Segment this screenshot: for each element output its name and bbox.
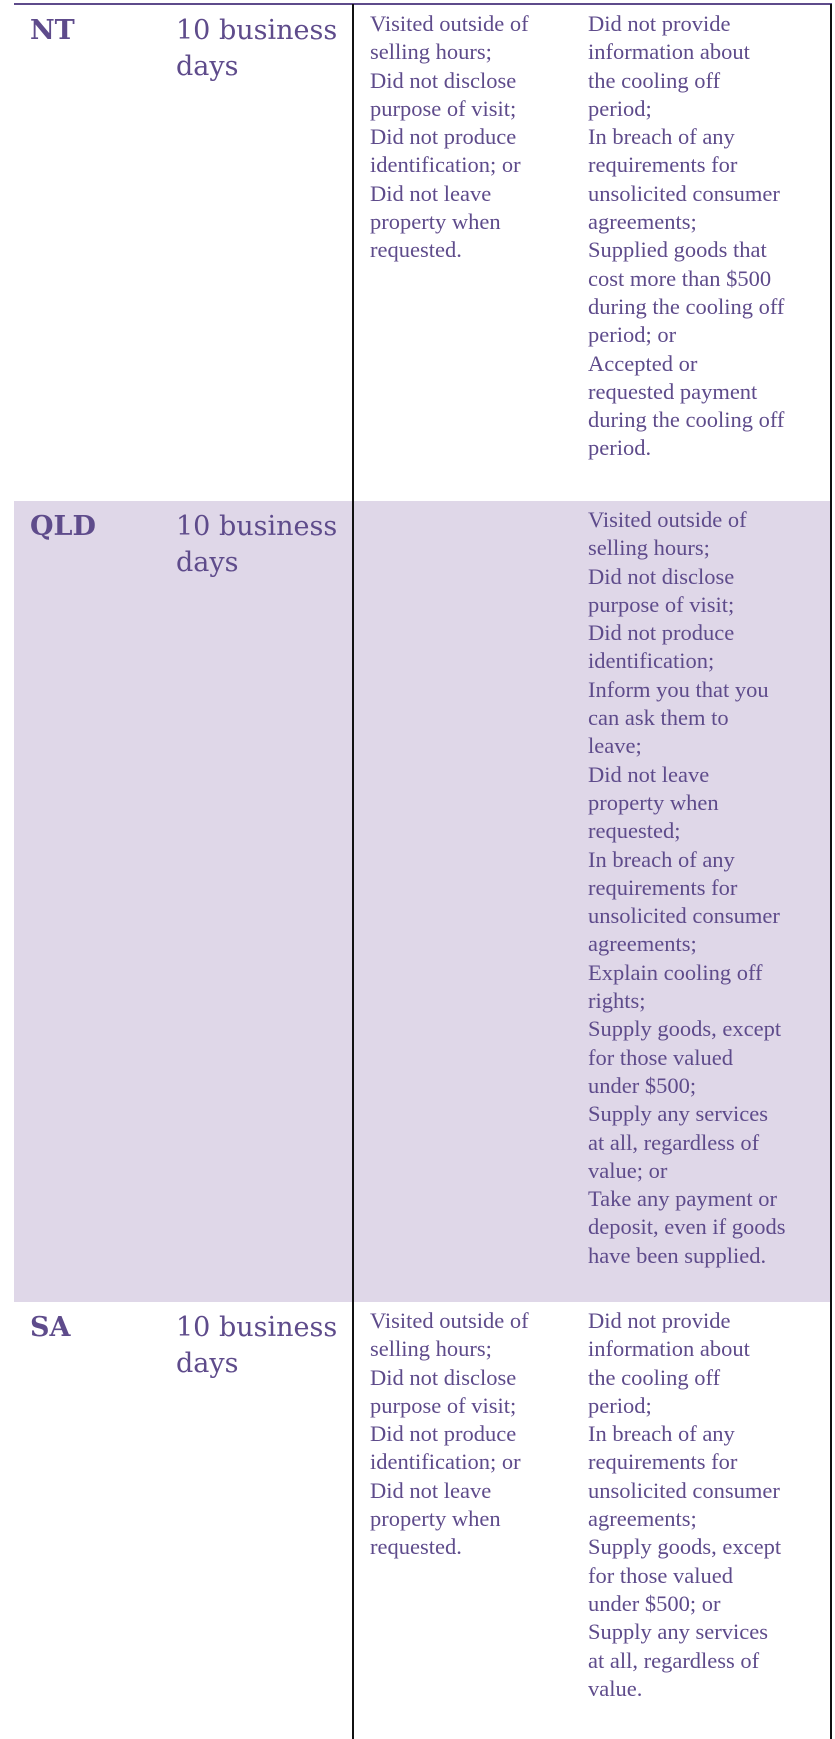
cell-text-line: have been supplied. — [588, 1242, 767, 1268]
cell-text-line: agreements; — [588, 209, 697, 235]
cell-text-line: requirements for — [588, 874, 738, 900]
cell-text-line: at all, regardless of — [588, 1647, 760, 1673]
cell-text-line: In breach of any — [588, 1421, 735, 1447]
breaches-cell: Did not provide information about the cool… — [588, 1307, 828, 1703]
table-row-nt: NT 10 business days Visited outside of se… — [14, 5, 832, 501]
cell-text-line: property when — [370, 1506, 501, 1532]
cell-text-line: unsolicited consumer — [588, 180, 780, 206]
period-line: days — [176, 51, 239, 82]
cell-text-line: the cooling off — [588, 1364, 721, 1390]
breaches-cell: Visited outside of selling hours; Did not … — [588, 506, 828, 1270]
cell-text-line: value. — [588, 1675, 643, 1701]
cell-text-line: requested payment — [588, 378, 758, 404]
cell-text-line: requirements for — [588, 152, 738, 178]
cell-text-line: property when — [370, 209, 501, 235]
cell-text-line: Visited outside of — [370, 11, 529, 36]
cell-text-line: Did not leave — [588, 761, 710, 787]
cell-text-line: agreements; — [588, 1506, 697, 1532]
cell-text-line: can ask them to — [588, 705, 729, 731]
cell-text-line: period; — [588, 95, 652, 121]
cell-text-line: Did not disclose — [588, 563, 735, 589]
cell-text-line: identification; — [588, 648, 715, 674]
cell-text-line: cost more than $500 — [588, 265, 772, 291]
period-line: days — [176, 1348, 239, 1379]
cell-text-line: selling hours; — [588, 535, 710, 561]
cell-text-line: In breach of any — [588, 124, 735, 150]
cell-text-line: property when — [588, 789, 719, 815]
cell-text-line: Did not leave — [370, 1477, 492, 1503]
cell-text-line: at all, regardless of — [588, 1129, 760, 1155]
cooling-off-period-cell: 10 business days — [176, 509, 356, 581]
table-row-qld: QLD 10 business days Visited outside of s… — [14, 501, 832, 1302]
table-right-border — [830, 4, 832, 1739]
cell-text-line: leave; — [588, 733, 642, 759]
cell-text-line: Accepted or — [588, 350, 698, 376]
period-line: 10 business — [176, 1312, 338, 1343]
cell-text-line: selling hours; — [370, 39, 492, 65]
cell-text-line: for those valued — [588, 1562, 733, 1588]
cell-text-line: the cooling off — [588, 67, 721, 93]
cell-text-line: Supplied goods that — [588, 237, 767, 263]
cell-text-line: information about — [588, 39, 750, 65]
cell-text-line: Supply any services — [588, 1101, 768, 1127]
period-line: days — [176, 547, 239, 578]
cell-text-line: period; or — [588, 322, 677, 348]
cooling-off-period-cell: 10 business days — [176, 13, 356, 85]
cell-text-line: agreements; — [588, 931, 697, 957]
state-cell: NT — [30, 15, 75, 46]
cell-text-line: under $500; or — [588, 1590, 721, 1616]
cell-text-line: requested. — [370, 237, 462, 263]
cell-text-line: purpose of visit; — [370, 95, 517, 121]
cell-text-line: In breach of any — [588, 846, 735, 872]
period-line: 10 business — [176, 15, 338, 46]
cell-text-line: unsolicited consumer — [588, 903, 780, 929]
cell-text-line: under $500; — [588, 1072, 697, 1098]
conditions-cell: Visited outside of selling hours; Did not … — [370, 10, 580, 265]
cell-text-line: Visited outside of — [370, 1308, 529, 1333]
cell-text-line: Did not provide — [588, 1308, 731, 1333]
period-line: 10 business — [176, 511, 338, 542]
cell-text-line: requirements for — [588, 1449, 738, 1475]
cell-text-line: period. — [588, 435, 652, 461]
state-cell: QLD — [30, 511, 96, 542]
conditions-cell: Visited outside of selling hours; Did not … — [370, 1307, 580, 1562]
cell-text-line: selling hours; — [370, 1336, 492, 1362]
cooling-off-period-cell: 10 business days — [176, 1310, 356, 1382]
cell-text-line: Did not provide — [588, 11, 731, 36]
cell-text-line: unsolicited consumer — [588, 1477, 780, 1503]
cell-text-line: Supply any services — [588, 1619, 768, 1645]
table-row-sa: SA 10 business days Visited outside of se… — [14, 1302, 832, 1739]
cell-text-line: Take any payment or — [588, 1186, 777, 1212]
cell-text-line: for those valued — [588, 1044, 733, 1070]
cell-text-line: Inform you that you — [588, 676, 769, 702]
cell-text-line: during the cooling off — [588, 293, 785, 319]
cell-text-line: Did not produce — [370, 124, 517, 150]
state-cell: SA — [30, 1312, 71, 1343]
cell-text-line: requested; — [588, 818, 681, 844]
column-divider — [352, 4, 354, 1739]
cell-text-line: Did not disclose — [370, 1364, 517, 1390]
cell-text-line: identification; or — [370, 152, 521, 178]
cell-text-line: Supply goods, except — [588, 1016, 782, 1042]
cell-text-line: Did not leave — [370, 180, 492, 206]
cell-text-line: Did not produce — [370, 1421, 517, 1447]
cell-text-line: requested. — [370, 1534, 462, 1560]
cell-text-line: Supply goods, except — [588, 1534, 782, 1560]
cell-text-line: value; or — [588, 1157, 668, 1183]
breaches-cell: Did not provide information about the cool… — [588, 10, 828, 463]
cell-text-line: identification; or — [370, 1449, 521, 1475]
cell-text-line: deposit, even if goods — [588, 1214, 786, 1240]
cell-text-line: purpose of visit; — [588, 591, 735, 617]
cell-text-line: Explain cooling off — [588, 959, 763, 985]
cell-text-line: Did not produce — [588, 620, 735, 646]
cell-text-line: Did not disclose — [370, 67, 517, 93]
cell-text-line: Visited outside of — [588, 507, 747, 532]
cell-text-line: during the cooling off — [588, 407, 785, 433]
table-top-rule — [14, 3, 832, 5]
cell-text-line: period; — [588, 1392, 652, 1418]
cell-text-line: rights; — [588, 988, 646, 1014]
cell-text-line: purpose of visit; — [370, 1392, 517, 1418]
cell-text-line: information about — [588, 1336, 750, 1362]
